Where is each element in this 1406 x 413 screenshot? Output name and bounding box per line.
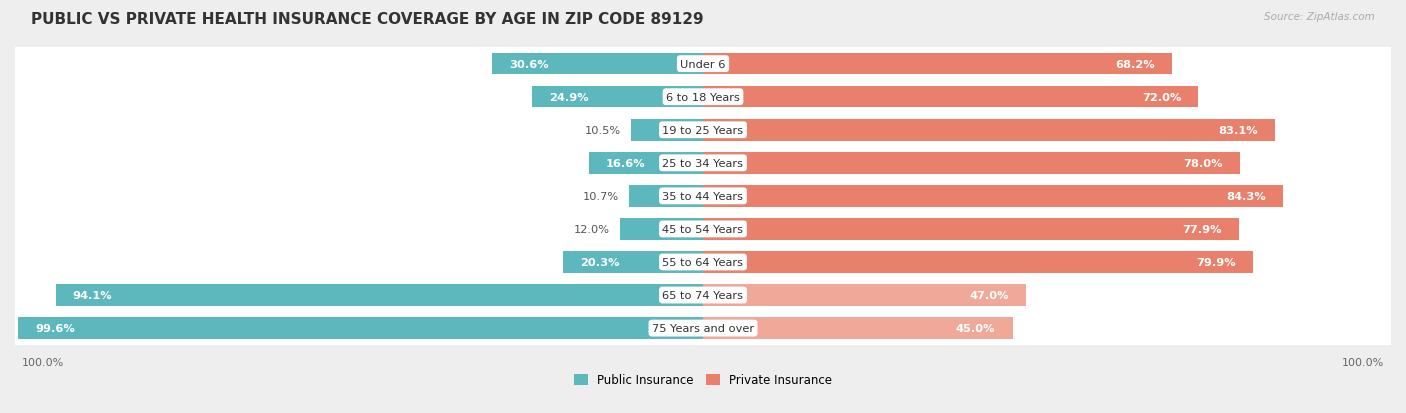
Text: 68.2%: 68.2% (1115, 59, 1154, 69)
Text: 55 to 64 Years: 55 to 64 Years (662, 257, 744, 267)
Text: 10.7%: 10.7% (583, 191, 619, 202)
Bar (703, 186, 1284, 207)
Bar (630, 186, 703, 207)
Text: 78.0%: 78.0% (1182, 159, 1222, 169)
Text: 47.0%: 47.0% (970, 290, 1010, 300)
Text: 72.0%: 72.0% (1142, 93, 1181, 102)
Bar (492, 54, 703, 75)
FancyBboxPatch shape (1, 68, 1405, 127)
Bar (703, 54, 1173, 75)
Bar (703, 252, 1253, 273)
Text: 94.1%: 94.1% (73, 290, 112, 300)
Bar (589, 153, 703, 174)
Text: 99.6%: 99.6% (35, 323, 75, 333)
Bar (703, 218, 1239, 240)
Bar (620, 218, 703, 240)
Text: 77.9%: 77.9% (1182, 224, 1222, 234)
Text: 30.6%: 30.6% (509, 59, 550, 69)
Bar (703, 153, 1240, 174)
Text: Under 6: Under 6 (681, 59, 725, 69)
Text: 75 Years and over: 75 Years and over (652, 323, 754, 333)
FancyBboxPatch shape (1, 101, 1405, 160)
Text: 84.3%: 84.3% (1226, 191, 1265, 202)
FancyBboxPatch shape (1, 233, 1405, 292)
Text: 100.0%: 100.0% (22, 357, 65, 367)
Legend: Public Insurance, Private Insurance: Public Insurance, Private Insurance (574, 373, 832, 387)
FancyBboxPatch shape (1, 134, 1405, 192)
Text: 19 to 25 Years: 19 to 25 Years (662, 126, 744, 135)
Bar (703, 87, 1198, 108)
FancyBboxPatch shape (1, 200, 1405, 259)
FancyBboxPatch shape (1, 35, 1405, 94)
Text: 24.9%: 24.9% (548, 93, 589, 102)
Text: 45.0%: 45.0% (956, 323, 995, 333)
FancyBboxPatch shape (1, 299, 1405, 358)
Text: 10.5%: 10.5% (585, 126, 620, 135)
Text: 65 to 74 Years: 65 to 74 Years (662, 290, 744, 300)
Text: 35 to 44 Years: 35 to 44 Years (662, 191, 744, 202)
Bar (564, 252, 703, 273)
Text: 20.3%: 20.3% (581, 257, 620, 267)
Bar (703, 120, 1275, 141)
Text: 16.6%: 16.6% (606, 159, 645, 169)
Bar (18, 318, 703, 339)
Bar (703, 318, 1012, 339)
Bar (56, 285, 703, 306)
Text: 45 to 54 Years: 45 to 54 Years (662, 224, 744, 234)
Bar (703, 285, 1026, 306)
Text: 100.0%: 100.0% (1341, 357, 1384, 367)
Text: 83.1%: 83.1% (1218, 126, 1257, 135)
Text: 25 to 34 Years: 25 to 34 Years (662, 159, 744, 169)
Bar (631, 120, 703, 141)
Text: 6 to 18 Years: 6 to 18 Years (666, 93, 740, 102)
Text: 12.0%: 12.0% (574, 224, 610, 234)
FancyBboxPatch shape (1, 167, 1405, 225)
Text: Source: ZipAtlas.com: Source: ZipAtlas.com (1264, 12, 1375, 22)
Text: 79.9%: 79.9% (1197, 257, 1236, 267)
Text: PUBLIC VS PRIVATE HEALTH INSURANCE COVERAGE BY AGE IN ZIP CODE 89129: PUBLIC VS PRIVATE HEALTH INSURANCE COVER… (31, 12, 703, 27)
FancyBboxPatch shape (1, 266, 1405, 325)
Bar (531, 87, 703, 108)
